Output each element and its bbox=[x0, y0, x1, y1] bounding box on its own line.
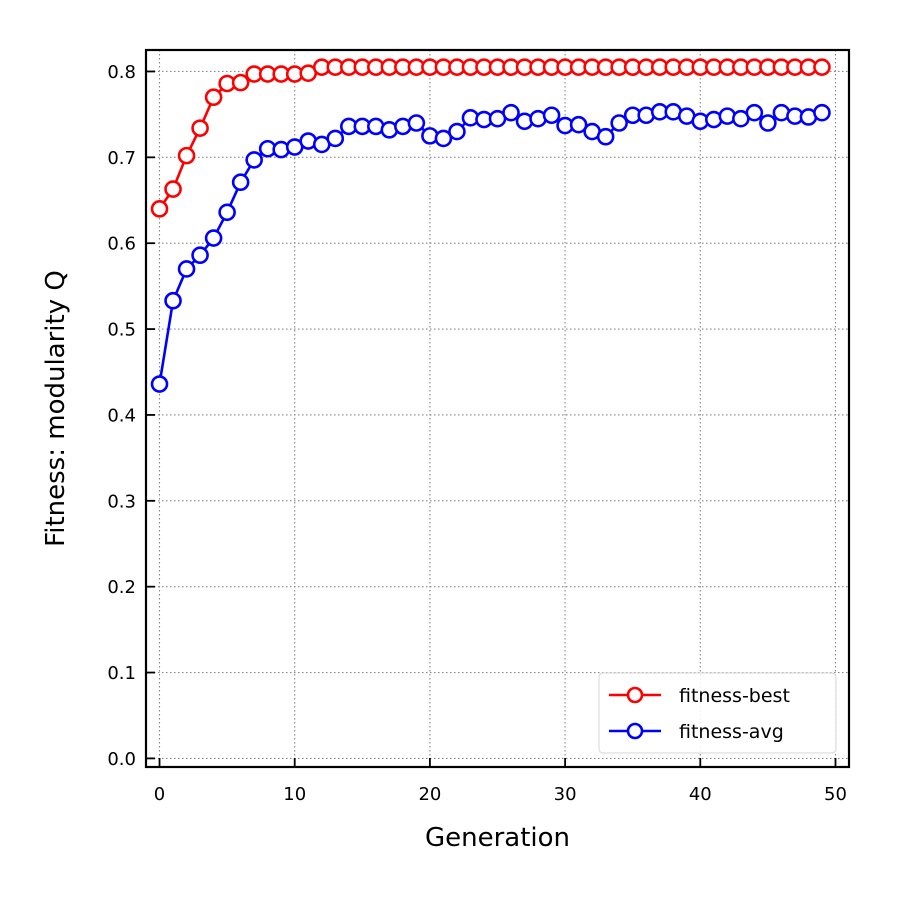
legend-item: fitness-best bbox=[609, 685, 790, 707]
axis-ticks: 0 10 20 30 40 50 0.0 0.1 0.2 0.3 0.4 0.5 0.6 0.7 0.8 bbox=[107, 62, 847, 805]
data-point bbox=[204, 88, 223, 107]
data-point bbox=[448, 122, 466, 141]
y-tick-label: 0.8 bbox=[107, 62, 136, 83]
series-fitness-best bbox=[150, 58, 831, 218]
data-point bbox=[326, 129, 345, 148]
series-fitness-avg bbox=[150, 103, 831, 393]
y-tick-label: 0.3 bbox=[107, 491, 136, 512]
legend-label: fitness-avg bbox=[679, 721, 784, 743]
x-tick-label: 30 bbox=[554, 784, 577, 805]
y-tick-label: 0.2 bbox=[107, 577, 136, 598]
data-point bbox=[150, 375, 169, 393]
series-layer bbox=[150, 58, 831, 393]
data-point bbox=[164, 291, 182, 310]
data-point bbox=[204, 229, 223, 247]
data-point bbox=[610, 114, 628, 132]
data-point bbox=[218, 203, 236, 222]
legend-swatch-marker bbox=[626, 722, 644, 740]
data-point bbox=[407, 114, 426, 132]
legend-box bbox=[598, 672, 837, 754]
data-point bbox=[813, 103, 831, 122]
y-tick-label: 0.1 bbox=[107, 663, 136, 684]
y-tick-label: 0.7 bbox=[107, 148, 136, 169]
x-axis-label: Generation bbox=[425, 823, 570, 853]
plot-frame bbox=[144, 48, 851, 769]
data-point bbox=[596, 127, 615, 146]
x-tick-label: 0 bbox=[154, 784, 165, 805]
data-point bbox=[231, 73, 250, 92]
data-point bbox=[164, 180, 182, 198]
data-point bbox=[542, 106, 561, 125]
x-tick-label: 10 bbox=[283, 784, 306, 805]
x-tick-label: 50 bbox=[824, 784, 847, 805]
data-point bbox=[502, 103, 520, 122]
data-point bbox=[177, 260, 196, 278]
x-tick-label: 20 bbox=[418, 784, 441, 805]
y-tick-label: 0.5 bbox=[107, 320, 136, 341]
data-point bbox=[569, 115, 588, 134]
data-point bbox=[191, 119, 209, 137]
y-tick-label: 0.6 bbox=[107, 234, 136, 255]
y-tick-label: 0.0 bbox=[107, 749, 136, 770]
x-tick-label: 40 bbox=[689, 784, 712, 805]
y-axis-label: Fitness: modularity Q bbox=[41, 270, 71, 547]
grid-lines bbox=[146, 50, 849, 767]
data-point bbox=[231, 173, 250, 192]
legend-swatch-marker bbox=[626, 686, 644, 704]
legend-item: fitness-avg bbox=[609, 721, 784, 743]
data-point bbox=[177, 146, 196, 165]
legend: fitness-best fitness-avg bbox=[598, 672, 837, 754]
data-point bbox=[745, 103, 764, 122]
data-point bbox=[434, 129, 453, 148]
data-point bbox=[759, 114, 777, 132]
legend-label: fitness-best bbox=[679, 685, 790, 707]
data-point bbox=[813, 58, 831, 76]
data-point bbox=[191, 246, 209, 265]
y-tick-label: 0.4 bbox=[107, 405, 136, 426]
data-point bbox=[245, 151, 263, 169]
data-point bbox=[150, 200, 169, 218]
